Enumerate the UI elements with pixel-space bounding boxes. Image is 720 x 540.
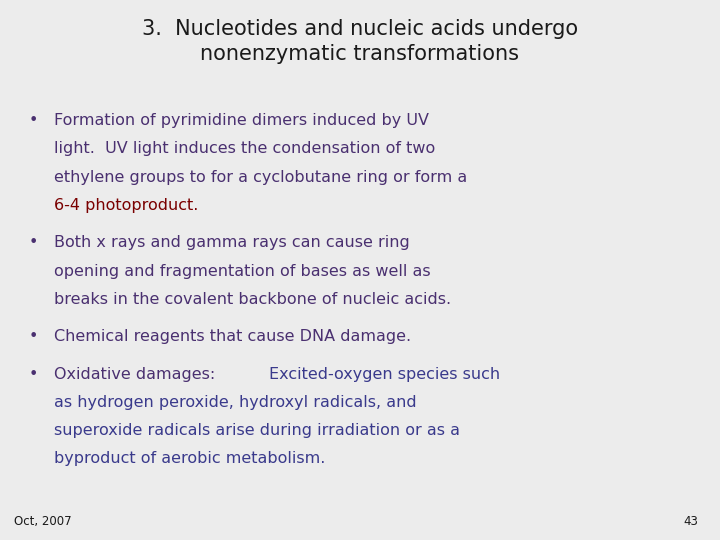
Text: superoxide radicals arise during irradiation or as a: superoxide radicals arise during irradia…	[54, 423, 460, 438]
Text: •: •	[29, 367, 38, 382]
Text: 6-4 photoproduct.: 6-4 photoproduct.	[54, 198, 199, 213]
Text: •: •	[29, 329, 38, 345]
Text: ethylene groups to for a cyclobutane ring or form a: ethylene groups to for a cyclobutane rin…	[54, 170, 467, 185]
Text: 43: 43	[683, 515, 698, 528]
Text: 3.  Nucleotides and nucleic acids undergo
nonenzymatic transformations: 3. Nucleotides and nucleic acids undergo…	[142, 19, 578, 64]
Text: opening and fragmentation of bases as well as: opening and fragmentation of bases as we…	[54, 264, 431, 279]
Text: breaks in the covalent backbone of nucleic acids.: breaks in the covalent backbone of nucle…	[54, 292, 451, 307]
Text: Oxidative damages:: Oxidative damages:	[54, 367, 220, 382]
Text: Formation of pyrimidine dimers induced by UV: Formation of pyrimidine dimers induced b…	[54, 113, 429, 129]
Text: Chemical reagents that cause DNA damage.: Chemical reagents that cause DNA damage.	[54, 329, 411, 345]
Text: Oct, 2007: Oct, 2007	[14, 515, 72, 528]
Text: as hydrogen peroxide, hydroxyl radicals, and: as hydrogen peroxide, hydroxyl radicals,…	[54, 395, 417, 410]
Text: Excited-oxygen species such: Excited-oxygen species such	[269, 367, 500, 382]
Text: Both x rays and gamma rays can cause ring: Both x rays and gamma rays can cause rin…	[54, 235, 410, 251]
Text: •: •	[29, 113, 38, 129]
Text: byproduct of aerobic metabolism.: byproduct of aerobic metabolism.	[54, 451, 325, 467]
Text: light.  UV light induces the condensation of two: light. UV light induces the condensation…	[54, 141, 436, 157]
Text: •: •	[29, 235, 38, 251]
